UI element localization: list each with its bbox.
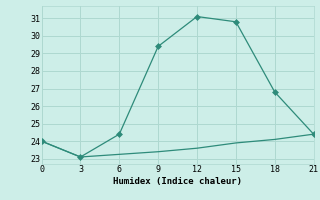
- X-axis label: Humidex (Indice chaleur): Humidex (Indice chaleur): [113, 177, 242, 186]
